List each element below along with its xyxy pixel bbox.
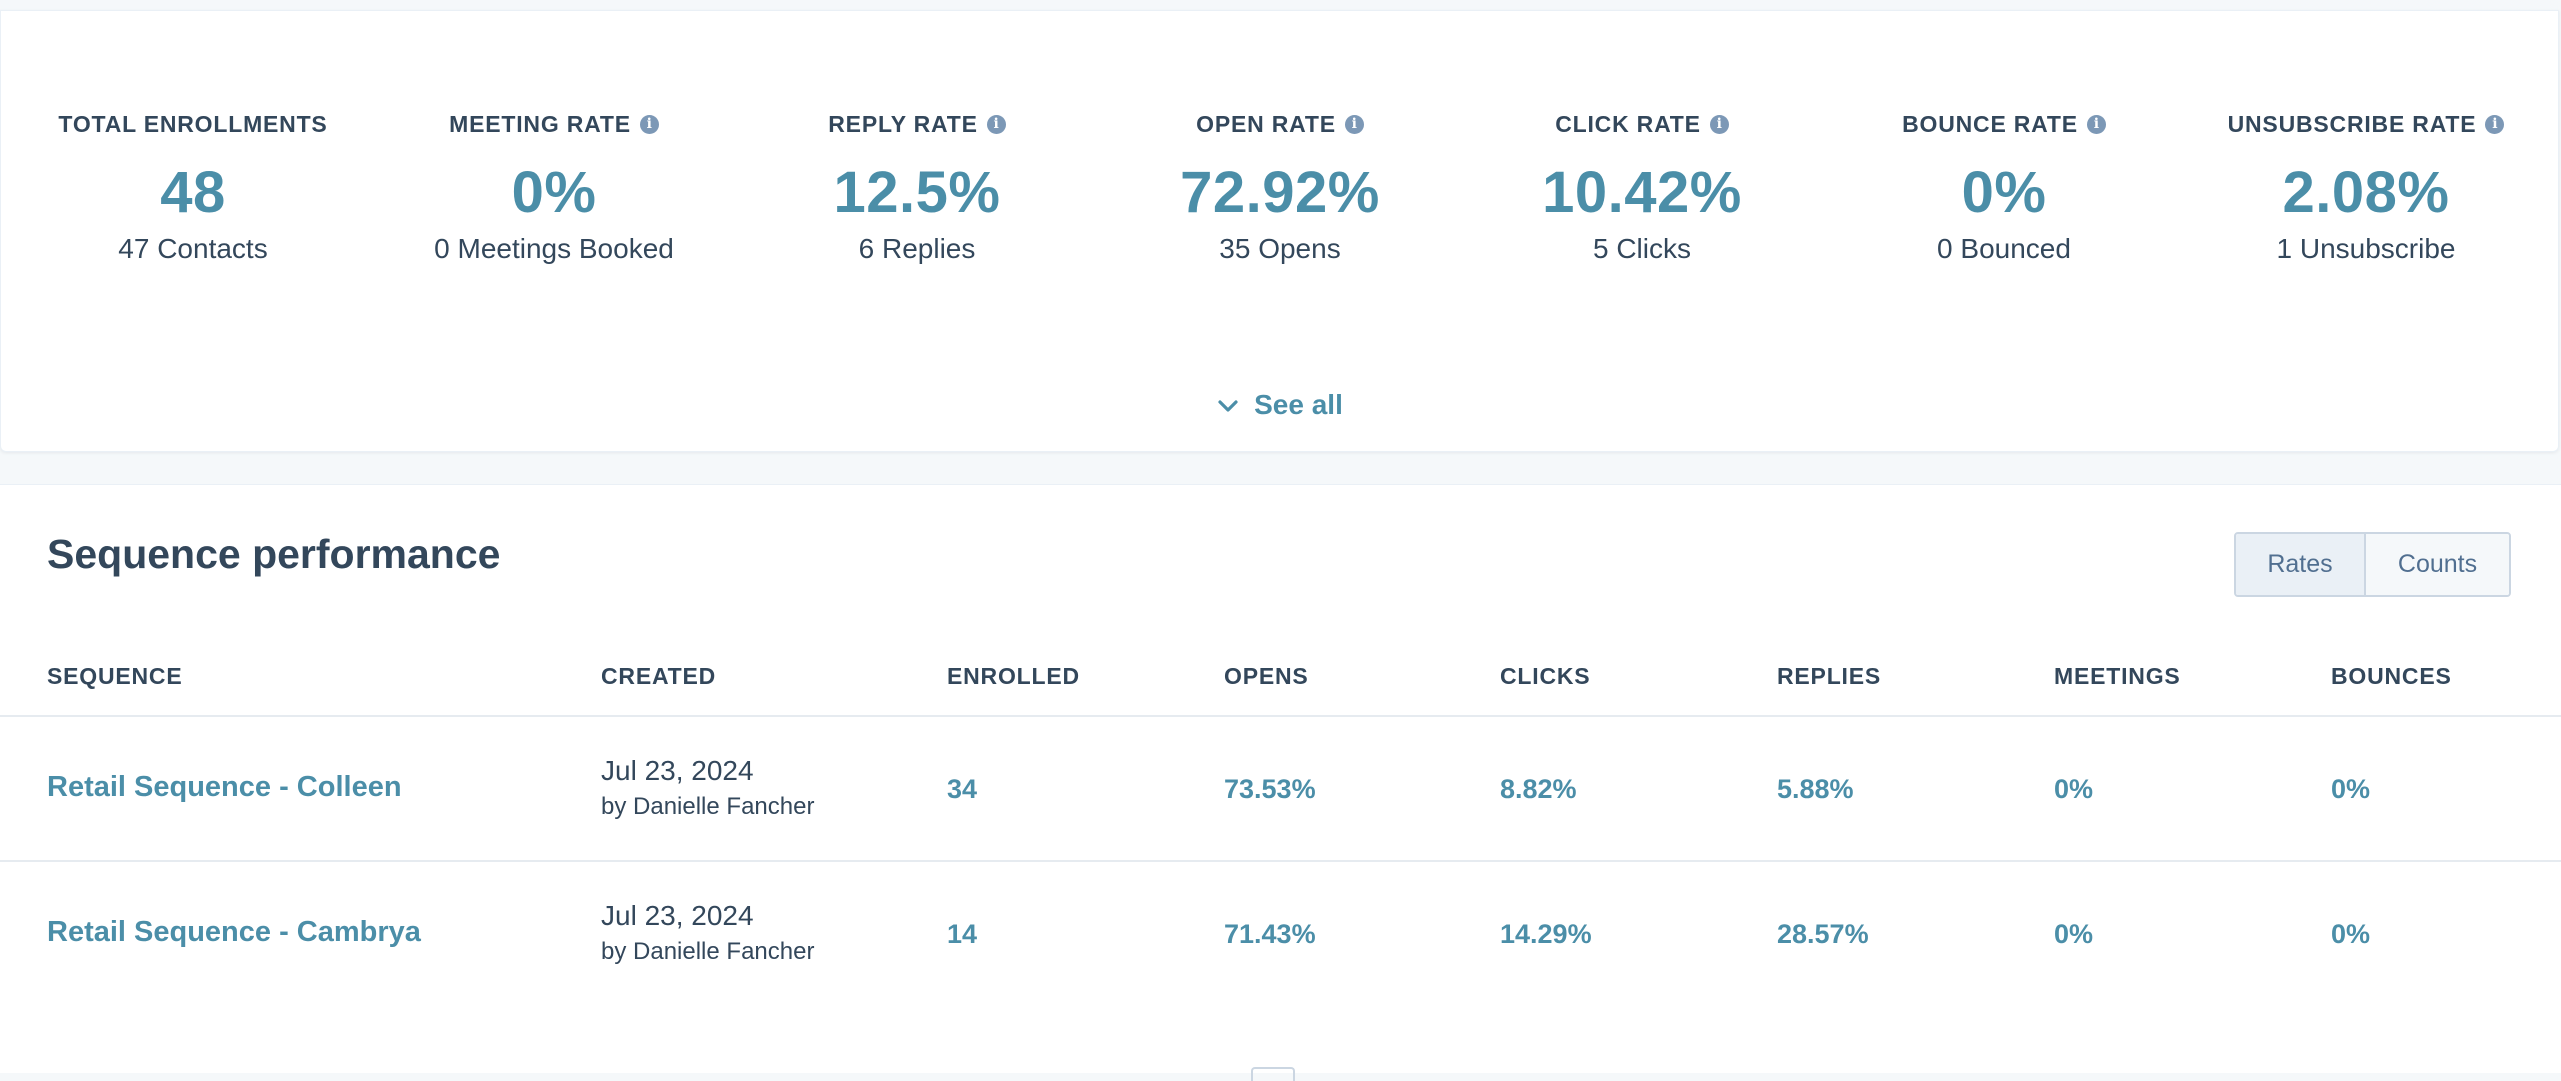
summary-metrics: TOTAL ENROLLMENTS 48 47 Contacts MEETING… (1, 11, 2558, 311)
sequence-performance-card: Sequence performance Rates Counts SEQUEN… (0, 484, 2561, 1081)
metric-value: 0% (511, 160, 597, 225)
enrolled-value[interactable]: 14 (947, 919, 978, 949)
metric-sub: 0 Bounced (1937, 233, 2071, 264)
opens-value[interactable]: 71.43% (1224, 919, 1316, 949)
rates-counts-toggle: Rates Counts (2234, 532, 2511, 597)
metric-sub: 1 Unsubscribe (2276, 233, 2456, 264)
column-header-opens[interactable]: OPENS (1224, 663, 1309, 689)
metric-sub: 6 Replies (858, 233, 976, 264)
metric-sub: 47 Contacts (118, 233, 268, 264)
section-title: Sequence performance (47, 531, 501, 577)
opens-value[interactable]: 73.53% (1224, 774, 1316, 804)
metric-label: CLICK RATE i (1462, 111, 1822, 138)
metric-value: 2.08% (2282, 160, 2450, 225)
column-header-replies[interactable]: REPLIES (1777, 663, 1882, 689)
column-header-clicks[interactable]: CLICKS (1500, 663, 1591, 689)
info-icon[interactable]: i (986, 115, 1006, 134)
metric-value: 0% (1961, 160, 2047, 225)
chevron-down-icon (1218, 400, 1238, 412)
metric-sub: 35 Opens (1219, 233, 1341, 264)
table-header: SEQUENCE CREATED ENROLLED OPENS CLICKS R… (0, 663, 2561, 717)
metric-value: 72.92% (1180, 160, 1380, 225)
replies-value[interactable]: 5.88% (1777, 774, 1854, 804)
created-date: Jul 23, 2024 (601, 755, 754, 786)
bounces-value[interactable]: 0% (2331, 919, 2371, 949)
metric-label: REPLY RATE i (737, 111, 1097, 138)
replies-value[interactable]: 28.57% (1777, 919, 1869, 949)
meetings-value[interactable]: 0% (2054, 919, 2094, 949)
metric-label: MEETING RATE i (374, 111, 734, 138)
column-header-sequence[interactable]: SEQUENCE (47, 663, 183, 689)
see-all-label: See all (1254, 389, 1343, 420)
pagination-control[interactable] (1251, 1067, 1295, 1081)
metric-label: BOUNCE RATE i (1824, 111, 2184, 138)
metric-value: 12.5% (833, 160, 1001, 225)
clicks-value[interactable]: 14.29% (1500, 919, 1592, 949)
column-header-bounces[interactable]: BOUNCES (2331, 663, 2452, 689)
rates-toggle-button[interactable]: Rates (2236, 534, 2366, 595)
see-all-button[interactable]: See all (1, 389, 2558, 421)
metric-label: UNSUBSCRIBE RATE i (2186, 111, 2546, 138)
info-icon[interactable]: i (2086, 115, 2106, 134)
sequence-link[interactable]: Retail Sequence - Cambrya (47, 916, 421, 948)
clicks-value[interactable]: 8.82% (1500, 774, 1577, 804)
info-icon[interactable]: i (1709, 115, 1729, 134)
sequence-link[interactable]: Retail Sequence - Colleen (47, 771, 402, 803)
info-icon[interactable]: i (1344, 115, 1364, 134)
summary-card: TOTAL ENROLLMENTS 48 47 Contacts MEETING… (0, 10, 2559, 452)
column-header-created[interactable]: CREATED (601, 663, 717, 689)
table-row: Retail Sequence - Colleen Jul 23, 2024 b… (0, 717, 2561, 862)
enrolled-value[interactable]: 34 (947, 774, 978, 804)
info-icon[interactable]: i (639, 115, 659, 134)
metric-label: TOTAL ENROLLMENTS (58, 111, 328, 137)
metric-value: 10.42% (1542, 160, 1742, 225)
metric-label: OPEN RATE i (1100, 111, 1460, 138)
metric-sub: 0 Meetings Booked (434, 233, 674, 264)
created-date: Jul 23, 2024 (601, 900, 754, 931)
metric-value: 48 (160, 160, 226, 225)
info-icon[interactable]: i (2485, 115, 2505, 134)
table-row: Retail Sequence - Cambrya Jul 23, 2024 b… (0, 862, 2561, 1005)
counts-toggle-button[interactable]: Counts (2366, 534, 2509, 595)
created-by: by Danielle Fancher (601, 793, 815, 820)
bounces-value[interactable]: 0% (2331, 774, 2371, 804)
column-header-meetings[interactable]: MEETINGS (2054, 663, 2181, 689)
created-by: by Danielle Fancher (601, 938, 815, 965)
column-header-enrolled[interactable]: ENROLLED (947, 663, 1080, 689)
meetings-value[interactable]: 0% (2054, 774, 2094, 804)
metric-sub: 5 Clicks (1592, 233, 1691, 264)
